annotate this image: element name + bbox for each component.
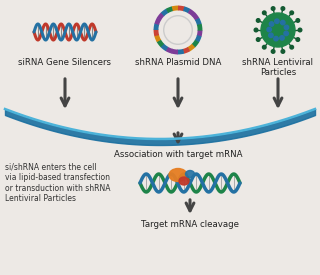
Circle shape: [267, 27, 271, 32]
Ellipse shape: [169, 169, 187, 182]
Circle shape: [269, 22, 274, 26]
Circle shape: [256, 38, 260, 41]
Circle shape: [284, 25, 289, 30]
Circle shape: [275, 19, 279, 23]
Circle shape: [256, 19, 260, 22]
Circle shape: [262, 11, 266, 15]
Circle shape: [290, 45, 293, 49]
Circle shape: [296, 38, 300, 41]
Circle shape: [281, 50, 285, 53]
Circle shape: [262, 45, 266, 49]
Circle shape: [298, 28, 302, 32]
Circle shape: [271, 50, 275, 53]
Circle shape: [290, 11, 293, 15]
Circle shape: [274, 36, 278, 41]
Text: shRNA Plasmid DNA: shRNA Plasmid DNA: [135, 58, 221, 67]
Text: si/shRNA enters the cell
via lipid-based transfection
or transduction with shRNA: si/shRNA enters the cell via lipid-based…: [5, 163, 110, 203]
Circle shape: [269, 33, 273, 37]
Circle shape: [254, 28, 258, 32]
Circle shape: [271, 7, 275, 10]
Text: shRNA Lentiviral
Particles: shRNA Lentiviral Particles: [243, 58, 314, 77]
Circle shape: [261, 13, 295, 47]
Circle shape: [284, 31, 288, 36]
Circle shape: [281, 20, 285, 25]
Ellipse shape: [179, 177, 189, 185]
Text: Association with target mRNA: Association with target mRNA: [114, 150, 242, 159]
Text: Target mRNA cleavage: Target mRNA cleavage: [141, 220, 239, 229]
Ellipse shape: [186, 170, 195, 177]
Text: siRNA Gene Silencers: siRNA Gene Silencers: [19, 58, 111, 67]
Circle shape: [281, 7, 285, 10]
Circle shape: [280, 36, 284, 40]
Circle shape: [296, 19, 300, 22]
